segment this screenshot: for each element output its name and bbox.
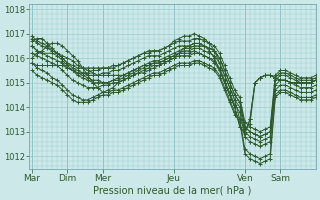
X-axis label: Pression niveau de la mer( hPa ): Pression niveau de la mer( hPa ): [93, 186, 252, 196]
